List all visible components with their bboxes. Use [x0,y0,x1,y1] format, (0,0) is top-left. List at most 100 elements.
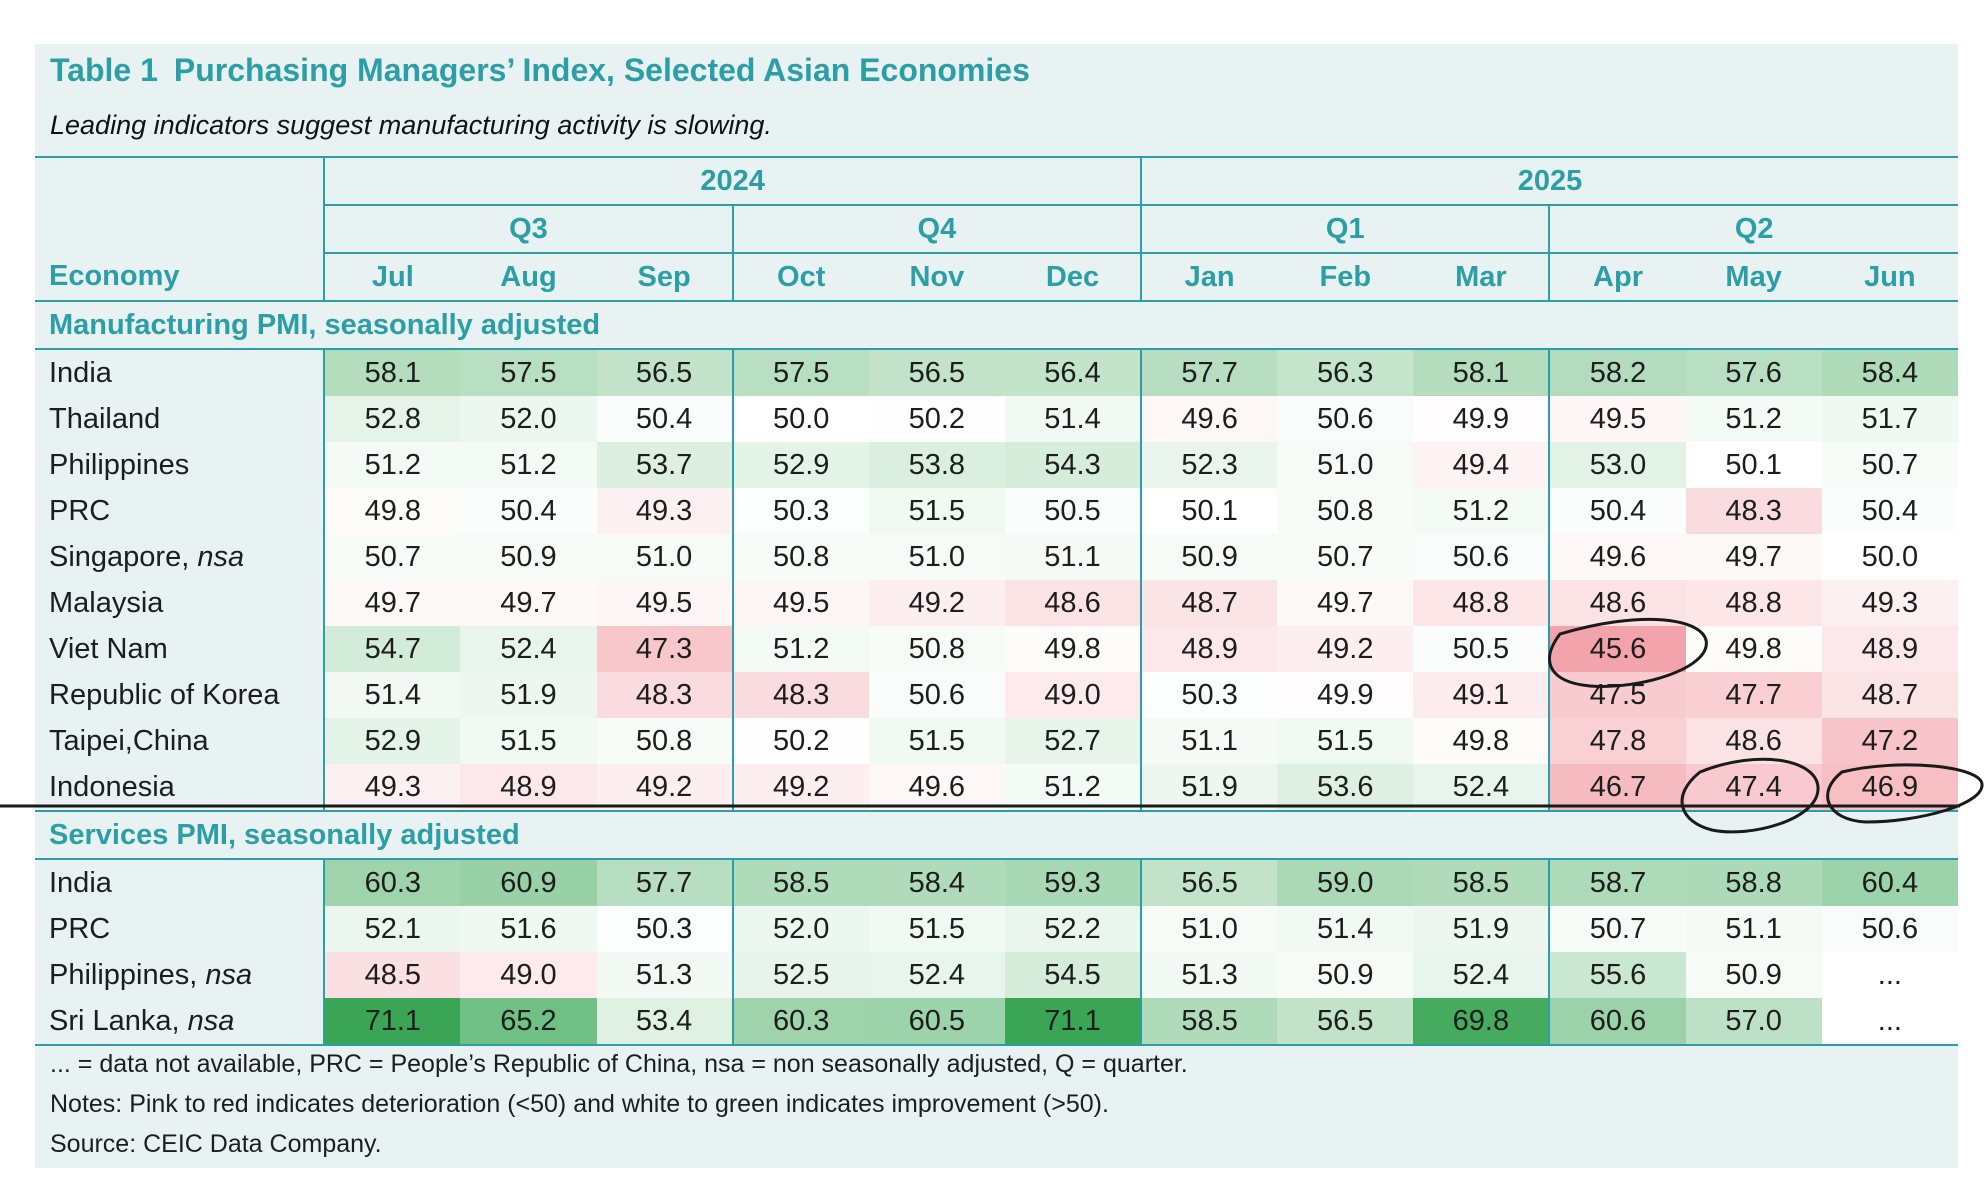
table-row: Philippines, nsa 48.5 49.0 51.3 52.5 52.4 54.5… [35,952,1958,998]
month-header: Oct [731,253,869,302]
pmi-value-cell: 49.2 [596,764,733,811]
pmi-value-cell: 51.5 [868,718,1005,764]
pmi-value-cell: 49.8 [1413,718,1550,764]
pmi-value-cell: 54.5 [1004,952,1142,998]
pmi-value-cell: 47.4 [1685,764,1822,811]
pmi-value-cell: 53.4 [596,998,733,1046]
pmi-value-cell: 53.6 [1277,764,1414,811]
month-header: Sep [596,253,733,302]
pmi-value-cell: 50.7 [1548,906,1686,952]
pmi-value-cell: 54.3 [1004,442,1142,488]
economy-name: India [49,866,112,899]
table-row: Thailand 52.8 52.0 50.4 50.0 50.2 51.4 49.6 50.6… [35,396,1958,442]
pmi-value-cell: 49.6 [1548,534,1686,580]
pmi-value-cell: 48.6 [1685,718,1822,764]
table-notes: ... = data not available, PRC = People’s… [50,1044,1188,1164]
economy-cell: Philippines [35,442,325,488]
quarter-q2: Q2 [1548,205,1958,254]
pmi-value-cell: 48.9 [1140,626,1278,672]
pmi-value-cell: 50.9 [460,534,597,580]
pmi-value-cell: 51.7 [1821,396,1958,442]
pmi-value-cell: 50.1 [1140,488,1278,534]
pmi-value-cell: 51.5 [460,718,597,764]
economy-qualifier: nsa [187,1004,235,1037]
pmi-table: 2024 2025 Q3 Q4 Q1 Q2 Economy Jul Aug Se… [35,156,1958,1046]
month-header: Nov [868,253,1005,302]
pmi-value-cell: 60.9 [460,859,597,906]
pmi-value-cell: 49.3 [596,488,733,534]
pmi-value-cell: 50.7 [1277,534,1414,580]
quarter-q3: Q3 [323,205,733,254]
table-row: Indonesia 49.3 48.9 49.2 49.2 49.6 51.2 51.9 53.… [35,764,1958,811]
pmi-value-cell: 51.5 [868,488,1005,534]
table-title-text: Purchasing Managers’ Index, Selected Asi… [173,52,1030,88]
pmi-value-cell: 50.6 [1413,534,1550,580]
pmi-value-cell: 50.6 [1821,906,1958,952]
section-header-row: Services PMI, seasonally adjusted [35,810,1958,860]
economy-cell: Sri Lanka, nsa [35,998,325,1046]
pmi-value-cell: 51.0 [1277,442,1414,488]
pmi-value-cell: 51.1 [1140,718,1278,764]
pmi-value-cell: 49.9 [1277,672,1414,718]
table-row: India 60.3 60.9 57.7 58.5 58.4 59.3 56.5 59.0 58.… [35,859,1958,906]
pmi-value-cell: 50.0 [1821,534,1958,580]
table-title: Table 1 Purchasing Managers’ Index, Selec… [50,52,1030,89]
pmi-value-cell: 52.2 [1004,906,1142,952]
economy-cell: Thailand [35,396,325,442]
pmi-value-cell: 50.8 [1277,488,1414,534]
pmi-value-cell: 50.9 [1140,534,1278,580]
pmi-value-cell: 50.7 [323,534,461,580]
pmi-value-cell: 57.6 [1685,349,1822,396]
pmi-value-cell: 51.4 [1277,906,1414,952]
month-header: Dec [1004,253,1142,302]
quarter-q4: Q4 [731,205,1142,254]
year-2024: 2024 [323,156,1142,206]
pmi-value-cell: 49.2 [868,580,1005,626]
pmi-value-cell: 50.3 [1140,672,1278,718]
pmi-value-cell: 59.3 [1004,859,1142,906]
pmi-value-cell: 58.1 [323,349,461,396]
pmi-value-cell: 51.0 [868,534,1005,580]
pmi-value-cell: 52.1 [323,906,461,952]
pmi-value-cell: 50.4 [460,488,597,534]
pmi-value-cell: 51.4 [323,672,461,718]
pmi-value-cell: 50.8 [596,718,733,764]
pmi-value-cell: 49.8 [1685,626,1822,672]
pmi-value-cell: 58.5 [731,859,869,906]
pmi-value-cell: 50.4 [1548,488,1686,534]
pmi-value-cell: 53.7 [596,442,733,488]
pmi-value-cell: 52.0 [460,396,597,442]
quarter-header-row: Q3 Q4 Q1 Q2 [35,205,1958,254]
economy-cell: Taipei,China [35,718,325,764]
economy-name: Sri Lanka, [49,1004,188,1037]
pmi-value-cell: 48.6 [1548,580,1686,626]
quarter-q1: Q1 [1140,205,1550,254]
pmi-value-cell: 50.6 [868,672,1005,718]
pmi-value-cell: 60.5 [868,998,1005,1046]
pmi-value-cell: 57.5 [731,349,869,396]
pmi-value-cell: 65.2 [460,998,597,1046]
pmi-value-cell: 48.3 [596,672,733,718]
pmi-value-cell: 50.6 [1277,396,1414,442]
pmi-value-cell: 57.0 [1685,998,1822,1046]
pmi-value-cell: 49.6 [1140,396,1278,442]
pmi-value-cell: 57.7 [1140,349,1278,396]
pmi-value-cell: 49.4 [1413,442,1550,488]
pmi-value-cell: 60.3 [323,859,461,906]
pmi-value-cell: 51.9 [1140,764,1278,811]
pmi-value-cell: 49.2 [1277,626,1414,672]
pmi-value-cell: 58.1 [1413,349,1550,396]
pmi-value-cell: 58.5 [1413,859,1550,906]
pmi-value-cell: 52.5 [731,952,869,998]
month-header: May [1685,253,1822,302]
table-row: PRC 49.8 50.4 49.3 50.3 51.5 50.5 50.1 50.8 51.2 5… [35,488,1958,534]
note-abbreviations: ... = data not available, PRC = People’s… [50,1050,1188,1078]
pmi-value-cell: 49.2 [731,764,869,811]
table-row: India 58.1 57.5 56.5 57.5 56.5 56.4 57.7 56.3 58.… [35,349,1958,396]
section-header-row: Manufacturing PMI, seasonally adjusted [35,300,1958,350]
economy-cell: Viet Nam [35,626,325,672]
pmi-value-cell: 59.0 [1277,859,1414,906]
pmi-value-cell: 50.4 [596,396,733,442]
note-source: Source: CEIC Data Company. [50,1130,382,1158]
table-row: Republic of Korea 51.4 51.9 48.3 48.3 50.6 49.… [35,672,1958,718]
